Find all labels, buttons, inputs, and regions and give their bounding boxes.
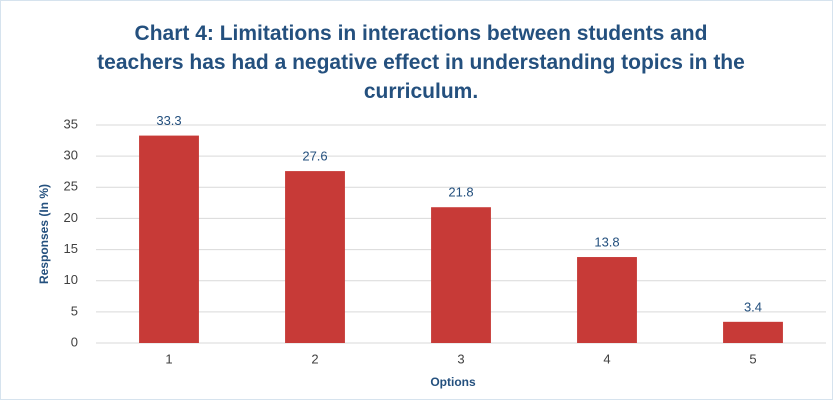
bar — [723, 321, 783, 343]
x-tick-label: 1 — [165, 351, 172, 366]
bar — [431, 207, 491, 343]
y-tick-label: 35 — [64, 116, 78, 131]
bar — [139, 135, 199, 343]
bar — [577, 257, 637, 343]
y-tick-label: 15 — [64, 241, 78, 256]
x-axis-label: Options — [430, 375, 476, 389]
data-label: 21.8 — [448, 185, 473, 200]
x-tick-label: 4 — [603, 351, 610, 366]
y-tick-label: 0 — [71, 334, 78, 349]
y-tick-label: 30 — [64, 148, 78, 163]
data-label: 13.8 — [594, 234, 619, 249]
x-tick-label: 5 — [749, 351, 756, 366]
y-tick-label: 20 — [64, 210, 78, 225]
y-tick-label: 5 — [71, 303, 78, 318]
data-label: 3.4 — [744, 299, 762, 314]
y-axis-label: Responses (In %) — [37, 184, 51, 284]
x-tick-label: 2 — [311, 351, 318, 366]
data-label: 33.3 — [156, 113, 181, 128]
data-label: 27.6 — [302, 149, 327, 164]
y-tick-label: 25 — [64, 179, 78, 194]
x-tick-label: 3 — [457, 351, 464, 366]
chart-title: Chart 4: Limitations in interactions bet… — [97, 22, 745, 103]
bar — [285, 171, 345, 343]
y-tick-label: 10 — [64, 272, 78, 287]
